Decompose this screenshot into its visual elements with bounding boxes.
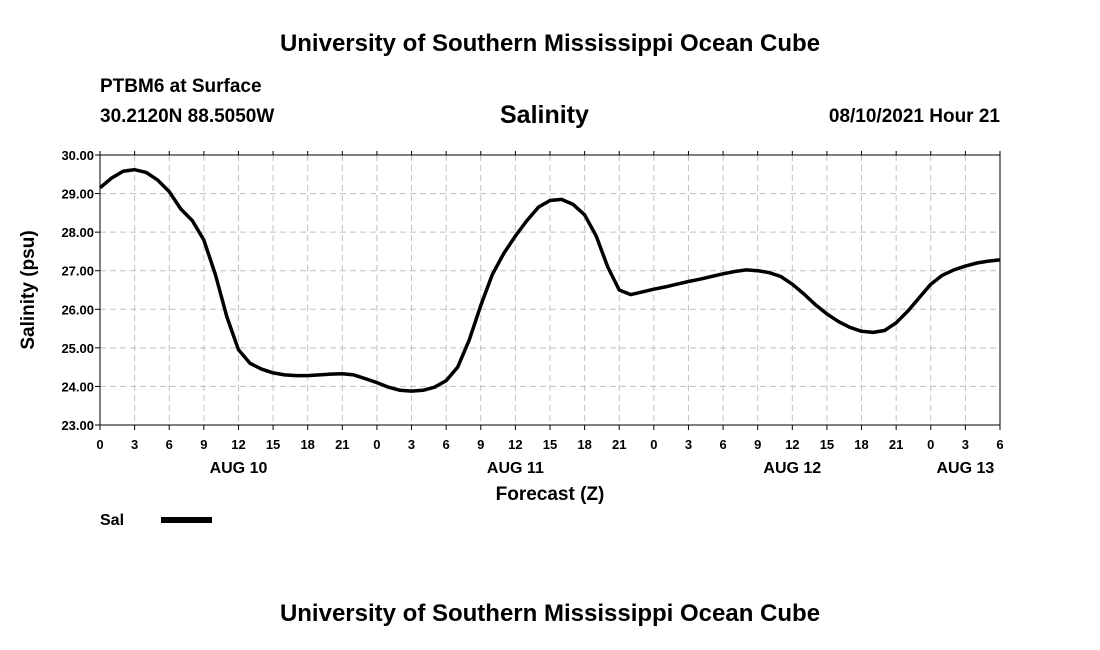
station-name: PTBM6 at Surface — [100, 76, 262, 97]
x-axis-label: Forecast (Z) — [496, 484, 605, 505]
y-tick-label: 26.00 — [61, 302, 94, 317]
x-tick-label: 12 — [231, 437, 245, 452]
x-tick-label: 9 — [477, 437, 484, 452]
x-tick-label: 15 — [543, 437, 557, 452]
x-ticks: 0 3 6 9 12 15 18 21 0 3 6 9 12 15 18 21 0 3 6 9 12 15 18 21 0 3 6A… — [96, 151, 1004, 477]
x-tick-label: 0 — [373, 437, 380, 452]
date-label: AUG 13 — [936, 460, 994, 477]
x-tick-label: 12 — [508, 437, 522, 452]
x-tick-label: 21 — [612, 437, 626, 452]
y-tick-label: 25.00 — [61, 341, 94, 356]
x-tick-label: 12 — [785, 437, 799, 452]
forecast-datetime: 08/10/2021 Hour 21 — [828, 106, 1000, 127]
y-tick-label: 30.00 — [61, 148, 94, 163]
page-title: University of Southern Mississippi Ocean… — [279, 30, 821, 57]
x-tick-label: 6 — [719, 437, 726, 452]
x-tick-label: 18 — [854, 437, 868, 452]
x-tick-label: 3 — [685, 437, 692, 452]
y-tick-label: 28.00 — [61, 225, 94, 240]
x-tick-label: 9 — [200, 437, 207, 452]
station-coordinates: 30.2120N 88.5050W — [100, 106, 275, 127]
y-tick-label: 29.00 — [61, 187, 94, 202]
date-label: AUG 11 — [487, 460, 544, 477]
x-tick-label: 15 — [820, 437, 834, 452]
y-tick-label: 24.00 — [61, 379, 94, 394]
x-tick-label: 9 — [754, 437, 761, 452]
y-tick-label: 23.00 — [61, 418, 94, 433]
y-axis-label: Salinity (psu) — [18, 230, 39, 349]
x-tick-label: 21 — [335, 437, 349, 452]
salinity-series-line — [98, 167, 1001, 393]
x-tick-label: 6 — [166, 437, 173, 452]
x-tick-label: 3 — [131, 437, 138, 452]
grid-lines — [99, 154, 1001, 426]
plot-frame — [99, 154, 1001, 426]
x-tick-label: 3 — [408, 437, 415, 452]
x-tick-label: 6 — [443, 437, 450, 452]
chart-title: Salinity — [500, 101, 589, 129]
y-tick-label: 27.00 — [61, 264, 94, 279]
legend-label: Sal — [100, 512, 124, 529]
x-tick-label: 18 — [577, 437, 591, 452]
x-tick-label: 0 — [650, 437, 657, 452]
footer-title: University of Southern Mississippi Ocean… — [279, 600, 821, 627]
x-tick-label: 0 — [96, 437, 103, 452]
x-tick-label: 6 — [996, 437, 1003, 452]
date-label: AUG 12 — [763, 460, 821, 477]
y-ticks: 30.00 29.00 28.00 27.00 26.00 25.00 24.00 23.00 — [61, 148, 100, 433]
x-tick-label: 0 — [927, 437, 934, 452]
date-label: AUG 10 — [210, 460, 268, 477]
x-tick-label: 21 — [889, 437, 903, 452]
x-tick-label: 3 — [962, 437, 969, 452]
x-tick-label: 18 — [300, 437, 314, 452]
x-tick-label: 15 — [266, 437, 280, 452]
